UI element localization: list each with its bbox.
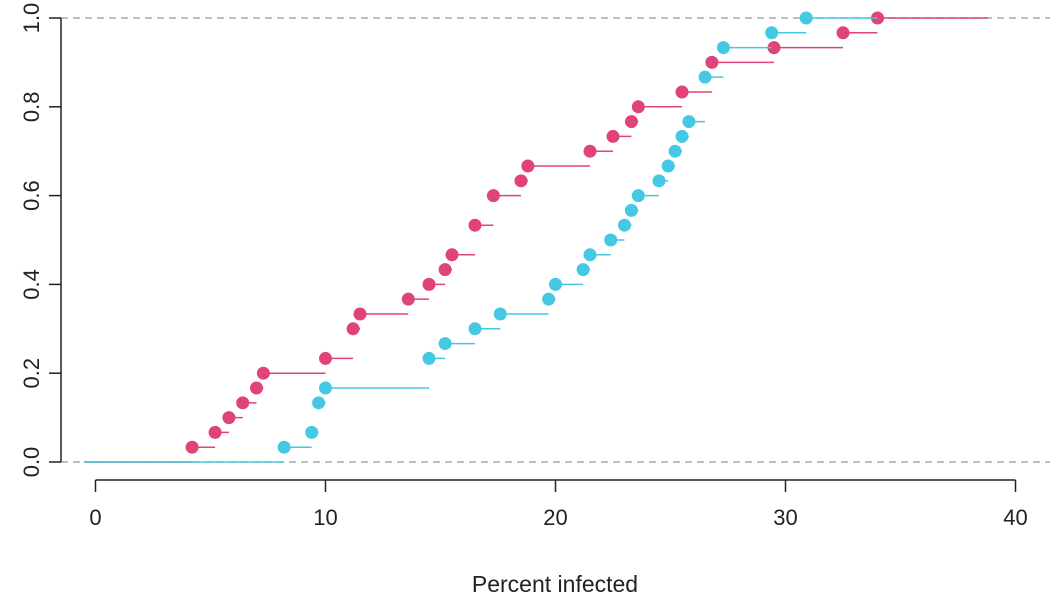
data-point xyxy=(583,248,597,262)
data-point xyxy=(631,189,645,203)
data-point xyxy=(542,292,556,306)
data-point xyxy=(631,100,645,114)
x-tick-label: 20 xyxy=(543,505,567,530)
data-point xyxy=(468,218,482,232)
x-tick-label: 40 xyxy=(1003,505,1027,530)
data-point xyxy=(514,174,528,188)
x-tick-label: 0 xyxy=(89,505,101,530)
data-point xyxy=(624,115,638,129)
data-point xyxy=(438,263,452,277)
series-1 xyxy=(84,11,878,463)
data-point xyxy=(661,159,675,173)
data-point xyxy=(256,366,270,380)
data-point xyxy=(438,337,452,351)
data-point xyxy=(765,26,779,40)
y-tick-label: 0.6 xyxy=(19,180,44,211)
data-point xyxy=(401,292,415,306)
data-point xyxy=(799,11,813,25)
data-point xyxy=(422,351,436,365)
data-point xyxy=(675,129,689,143)
data-point xyxy=(549,277,562,291)
series-layer xyxy=(84,11,988,463)
data-point xyxy=(236,396,250,410)
data-point xyxy=(652,174,666,188)
data-point xyxy=(185,440,199,454)
data-point xyxy=(486,189,500,203)
data-point xyxy=(493,307,507,321)
series-0 xyxy=(84,11,988,463)
data-point xyxy=(576,263,590,277)
x-tick-label: 30 xyxy=(773,505,797,530)
data-point xyxy=(422,277,436,291)
y-tick-label: 0.2 xyxy=(19,358,44,389)
y-tick-label: 0.8 xyxy=(19,92,44,123)
data-point xyxy=(583,144,597,158)
data-point xyxy=(624,203,638,217)
data-point xyxy=(319,381,332,395)
data-point xyxy=(445,248,459,262)
x-axis: 0 10 20 30 40 xyxy=(89,479,1028,530)
data-point xyxy=(250,381,263,395)
data-point xyxy=(682,115,696,129)
data-point xyxy=(208,425,222,439)
data-point xyxy=(618,218,631,232)
y-tick-label: 0.0 xyxy=(19,447,44,478)
data-point xyxy=(705,55,719,69)
data-point xyxy=(836,26,850,40)
data-point xyxy=(604,233,618,247)
data-point xyxy=(305,425,319,439)
data-point xyxy=(675,85,689,99)
y-axis: 0.0 0.2 0.4 0.6 0.8 1.0 xyxy=(19,3,62,478)
data-point xyxy=(468,322,482,336)
data-point xyxy=(698,70,712,84)
x-axis-title: Percent infected xyxy=(472,571,638,597)
data-point xyxy=(346,322,360,336)
data-point xyxy=(606,129,620,143)
data-point xyxy=(277,440,291,454)
data-point xyxy=(716,41,730,55)
data-point xyxy=(767,41,781,55)
data-point xyxy=(312,396,326,410)
y-tick-label: 0.4 xyxy=(19,269,44,300)
y-tick-label: 1.0 xyxy=(19,3,44,34)
x-tick-label: 10 xyxy=(313,505,337,530)
data-point xyxy=(668,144,682,158)
data-point xyxy=(319,351,332,365)
data-point xyxy=(353,307,367,321)
data-point xyxy=(222,411,236,425)
data-point xyxy=(521,159,535,173)
reference-lines xyxy=(61,17,1050,463)
